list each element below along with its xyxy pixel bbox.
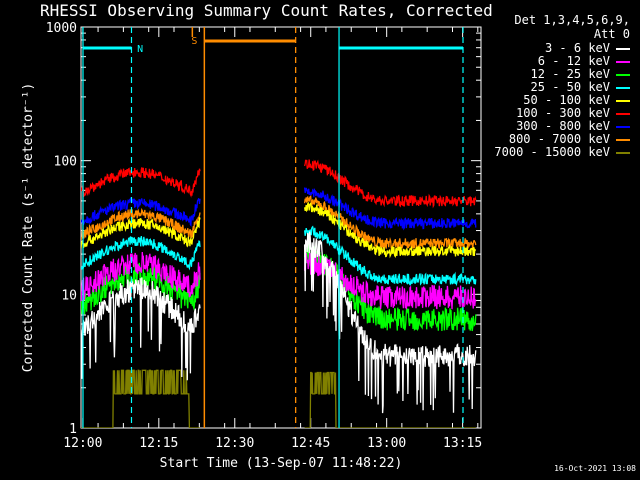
legend-attenuator-header: Att 0 [593, 27, 630, 41]
flag-label-n: N [137, 44, 143, 55]
x-tick-label: 12:45 [291, 436, 330, 451]
legend-swatch [616, 86, 630, 89]
legend-entry: 3 - 6 keV [494, 42, 630, 55]
legend-entry-label: 50 - 100 keV [523, 93, 610, 107]
series-line-7000-15000-kev-pre [81, 369, 200, 428]
y-tick-label: 10 [61, 288, 77, 303]
x-tick-label: 12:00 [63, 436, 102, 451]
x-tick-label: 13:00 [367, 436, 406, 451]
series-line-25-50-kev-post [303, 225, 477, 287]
y-tick-label: 1000 [46, 21, 77, 36]
series-line-7000-15000-kev-post [304, 371, 476, 428]
chart-title: RHESSI Observing Summary Count Rates, Co… [40, 1, 493, 20]
series-line-100-300-kev-pre [81, 167, 201, 198]
legend-swatch [616, 112, 630, 115]
legend-swatch [616, 99, 630, 102]
chart-legend: 3 - 6 keV 6 - 12 keV 12 - 25 keV 25 - 50 ke… [494, 42, 630, 159]
legend-entry: 50 - 100 keV [494, 94, 630, 107]
legend-entry: 800 - 7000 keV [494, 133, 630, 146]
series-line-50-100-kev-post [303, 201, 477, 259]
legend-swatch [616, 73, 630, 76]
legend-entry-label: 300 - 800 keV [516, 119, 610, 133]
legend-entry-label: 800 - 7000 keV [508, 132, 610, 146]
series-line-300-800-kev-post [303, 187, 477, 231]
y-tick-label: 1 [69, 422, 77, 437]
series-line-100-300-kev-post [303, 159, 477, 209]
series-line-6-12-kev-pre [81, 251, 201, 302]
legend-entry-label: 7000 - 15000 keV [494, 145, 610, 159]
legend-entry: 6 - 12 keV [494, 55, 630, 68]
legend-swatch [616, 138, 630, 141]
x-axis-label: Start Time (13-Sep-07 11:48:22) [160, 456, 403, 471]
flag-label-s: S [191, 36, 197, 47]
legend-entry: 300 - 800 keV [494, 120, 630, 133]
legend-swatch [616, 47, 630, 50]
y-axis-label: Corrected Count Rate (s⁻¹ detector⁻¹) [21, 83, 36, 373]
plot-frame [80, 26, 482, 429]
x-tick-label: 12:30 [215, 436, 254, 451]
legend-entry: 25 - 50 keV [494, 81, 630, 94]
legend-entry-label: 12 - 25 keV [530, 67, 610, 81]
y-tick-label: 100 [54, 155, 77, 170]
series-line-3-6-kev-post [303, 231, 477, 414]
legend-entry-label: 3 - 6 keV [544, 41, 610, 55]
x-tick-label: 12:15 [139, 436, 178, 451]
legend-swatch [616, 151, 630, 154]
timestamp-footer: 16-Oct-2021 13:08 [554, 464, 636, 473]
legend-entry: 7000 - 15000 keV [494, 146, 630, 159]
series-line-25-50-kev-pre [81, 236, 201, 271]
legend-entry-label: 6 - 12 keV [537, 54, 610, 68]
x-tick-label: 13:15 [443, 436, 482, 451]
legend-entry-label: 25 - 50 keV [530, 80, 610, 94]
series-line-12-25-kev-pre [81, 262, 201, 315]
legend-detector-header: Det 1,3,4,5,6,9, [514, 13, 630, 27]
legend-entry: 12 - 25 keV [494, 68, 630, 81]
series-line-800-7000-kev-pre [81, 207, 201, 241]
legend-swatch [616, 125, 630, 128]
series-line-300-800-kev-pre [81, 196, 201, 227]
legend-entry-label: 100 - 300 keV [516, 106, 610, 120]
series-line-3-6-kev-pre [81, 277, 201, 381]
legend-swatch [616, 60, 630, 63]
series-line-50-100-kev-pre [81, 217, 201, 249]
legend-entry: 100 - 300 keV [494, 107, 630, 120]
